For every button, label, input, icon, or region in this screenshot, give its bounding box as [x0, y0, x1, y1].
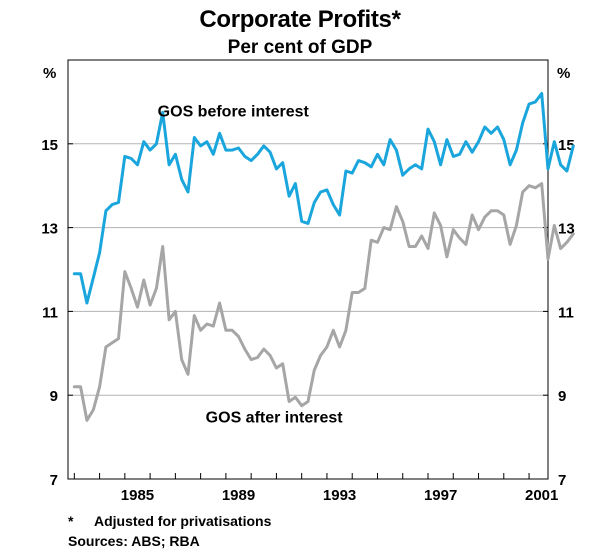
- footnote-text: Adjusted for privatisations: [94, 513, 272, 529]
- footnote-marker: *: [68, 513, 74, 529]
- gos-after-interest-line: [72, 182, 575, 422]
- y-tick-label-right: 11: [558, 304, 574, 321]
- gos-after-interest-label: GOS after interest: [206, 409, 344, 426]
- y-axis-unit-left: %: [43, 65, 57, 82]
- y-tick-label-right: 13: [558, 221, 575, 238]
- y-tick-label-right: 15: [558, 137, 575, 154]
- y-axis-unit-right: %: [557, 65, 571, 82]
- y-tick-label-left: 13: [41, 221, 58, 238]
- y-tick-label-left: 11: [42, 304, 58, 321]
- y-tick-label-left: 9: [50, 388, 58, 405]
- x-tick-label: 1985: [121, 487, 154, 504]
- y-tick-label-right: 7: [558, 472, 566, 489]
- y-tick-label-left: 15: [41, 137, 58, 154]
- x-tick-label: 2001: [525, 487, 558, 504]
- chart-title: Corporate Profits*: [199, 6, 401, 33]
- y-tick-label-left: 7: [50, 472, 58, 489]
- y-tick-label-right: 9: [558, 388, 566, 405]
- gos-before-interest-label: GOS before interest: [158, 104, 310, 121]
- x-tick-label: 1989: [222, 487, 255, 504]
- plot-frame: [67, 59, 549, 480]
- x-tick-label: 1997: [424, 487, 457, 504]
- chart-subtitle: Per cent of GDP: [227, 37, 373, 58]
- x-tick-label: 1993: [323, 487, 356, 504]
- footnote: * Adjusted for privatisations: [68, 513, 271, 529]
- gos-before-interest-line: [72, 92, 575, 305]
- sources-note: Sources: ABS; RBA: [68, 533, 200, 549]
